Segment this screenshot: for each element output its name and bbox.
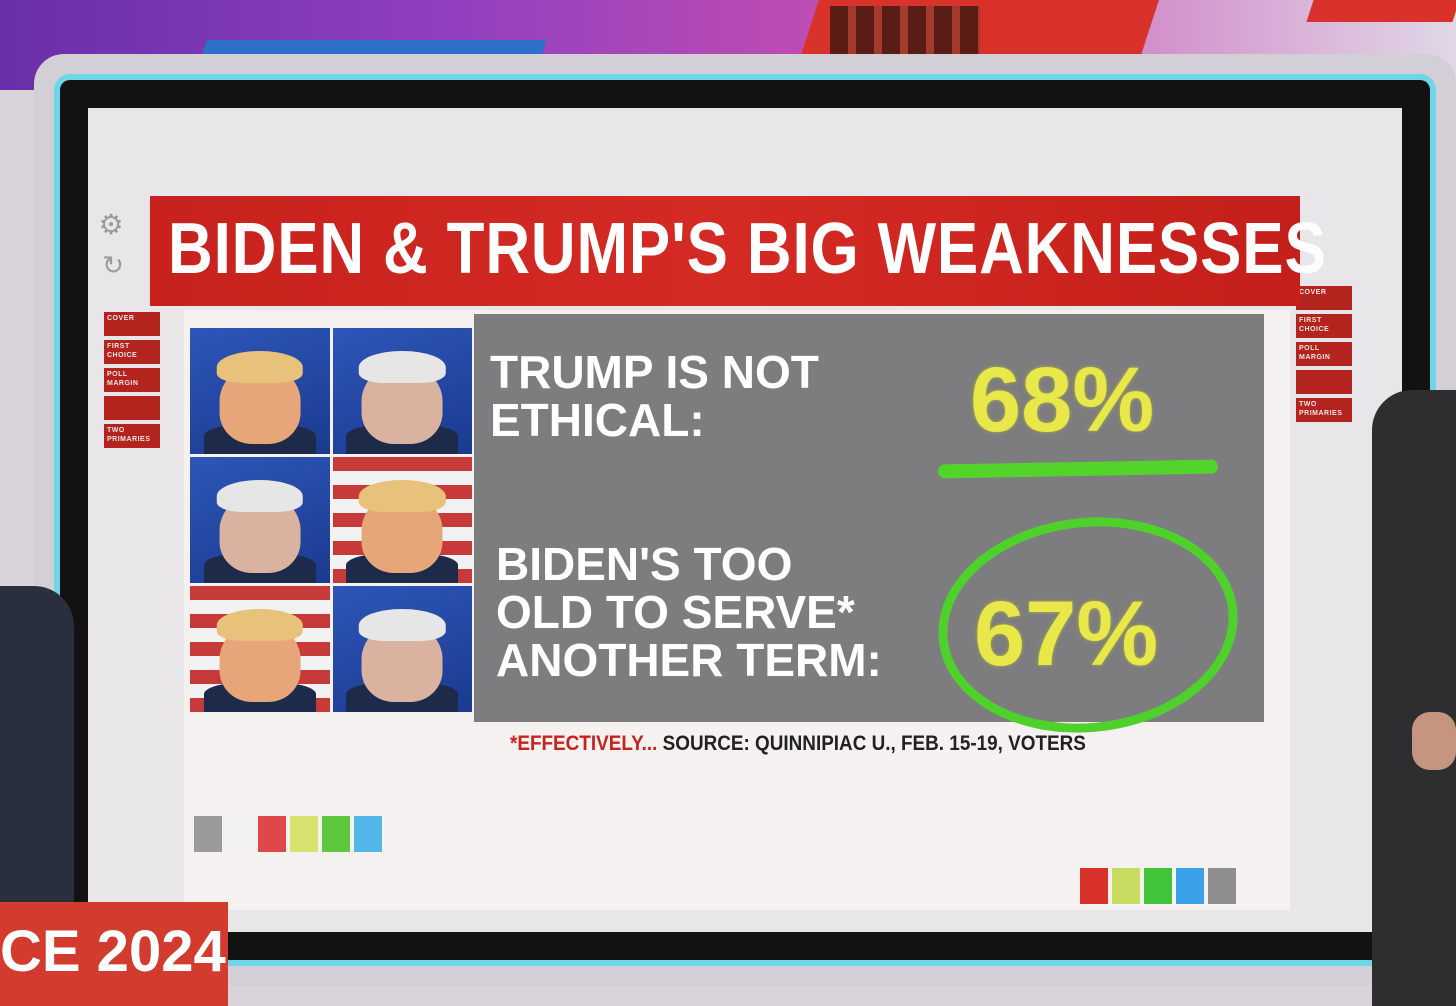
studio-red-panel-right bbox=[1306, 0, 1456, 22]
right-menu-item-poll-margin[interactable]: POLL MARGIN bbox=[1296, 342, 1352, 366]
photo-grid bbox=[190, 328, 472, 712]
poll-graphic: BIDEN & TRUMP'S BIG WEAKNESSES TRUMP IS … bbox=[150, 150, 1326, 910]
right-color-swatch[interactable] bbox=[1208, 868, 1236, 904]
right-menu-item-cover[interactable]: COVER bbox=[1296, 286, 1352, 310]
left-menu-item-first-choice[interactable]: FIRST CHOICE bbox=[104, 340, 160, 364]
right-menu-item-two-primaries[interactable]: TWO PRIMARIES bbox=[1296, 398, 1352, 422]
color-swatches-left bbox=[194, 816, 382, 852]
right-color-swatch[interactable] bbox=[1144, 868, 1172, 904]
stat-label-biden: BIDEN'S TOO OLD TO SERVE* ANOTHER TERM: bbox=[496, 538, 882, 686]
left-color-swatch[interactable] bbox=[226, 816, 254, 852]
presenter-hand bbox=[1412, 712, 1456, 770]
right-color-swatch[interactable] bbox=[1176, 868, 1204, 904]
source-footnote: *EFFECTIVELY... SOURCE: QUINNIPIAC U., F… bbox=[510, 732, 1086, 756]
left-color-swatch[interactable] bbox=[322, 816, 350, 852]
color-swatches-right bbox=[1080, 868, 1236, 904]
studio-blue-panel bbox=[193, 40, 547, 82]
stat-label-trump: TRUMP IS NOT ETHICAL: bbox=[490, 346, 819, 446]
left-color-swatch[interactable] bbox=[354, 816, 382, 852]
photo-hair bbox=[216, 479, 303, 513]
footnote-source: SOURCE: QUINNIPIAC U., FEB. 15-19, VOTER… bbox=[657, 732, 1086, 755]
right-color-swatch[interactable] bbox=[1080, 868, 1108, 904]
left-menu-item-poll-margin[interactable]: POLL MARGIN bbox=[104, 368, 160, 392]
left-menu-item-cover[interactable]: COVER bbox=[104, 312, 160, 336]
stat-value-trump: 68% bbox=[970, 349, 1155, 451]
candidate-photo-trump bbox=[190, 586, 330, 712]
studio-brick-panel bbox=[830, 6, 980, 54]
left-menu: COVER FIRST CHOICE POLL MARGIN TWO PRIMA… bbox=[104, 312, 160, 448]
candidate-photo-biden bbox=[332, 328, 472, 454]
refresh-icon[interactable]: ↻ bbox=[102, 250, 124, 280]
candidate-photo-trump bbox=[190, 328, 330, 454]
stat-value-biden: 67% bbox=[974, 583, 1159, 685]
photo-hair bbox=[359, 350, 446, 384]
presenter-left-silhouette bbox=[0, 586, 74, 906]
candidate-photo-trump bbox=[332, 457, 472, 583]
candidate-photo-biden bbox=[332, 586, 472, 712]
left-menu-item-blank[interactable] bbox=[104, 396, 160, 420]
right-menu: COVER FIRST CHOICE POLL MARGIN TWO PRIMA… bbox=[1296, 286, 1352, 422]
left-color-swatch[interactable] bbox=[194, 816, 222, 852]
presenter-right-silhouette bbox=[1372, 390, 1456, 1006]
right-color-swatch[interactable] bbox=[1112, 868, 1140, 904]
left-color-swatch[interactable] bbox=[258, 816, 286, 852]
gear-icon[interactable]: ⚙ bbox=[98, 209, 124, 240]
chyron-text: CE 2024 bbox=[0, 919, 226, 984]
graphic-title: BIDEN & TRUMP'S BIG WEAKNESSES bbox=[168, 209, 1327, 289]
right-menu-item-first-choice[interactable]: FIRST CHOICE bbox=[1296, 314, 1352, 338]
right-menu-item-blank[interactable] bbox=[1296, 370, 1352, 394]
photo-hair bbox=[359, 479, 446, 513]
title-banner bbox=[150, 196, 1300, 306]
photo-hair bbox=[359, 608, 446, 642]
photo-hair bbox=[216, 350, 303, 384]
candidate-photo-biden bbox=[190, 457, 330, 583]
stats-panel bbox=[474, 314, 1264, 722]
footnote-asterisk: *EFFECTIVELY... bbox=[510, 732, 658, 755]
left-color-swatch[interactable] bbox=[290, 816, 318, 852]
chyron-bar bbox=[0, 902, 228, 1006]
left-menu-item-two-primaries[interactable]: TWO PRIMARIES bbox=[104, 424, 160, 448]
photo-hair bbox=[216, 608, 303, 642]
